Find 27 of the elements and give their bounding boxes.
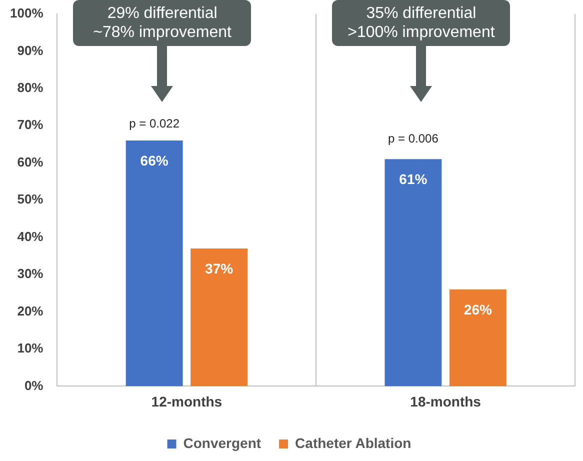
y-tick-label: 100% — [10, 6, 44, 21]
x-tick-label: 18-months — [410, 393, 482, 410]
y-tick-label: 80% — [17, 80, 44, 96]
y-tick-label: 10% — [17, 340, 44, 356]
bar — [190, 248, 248, 386]
legend-label: Convergent — [183, 434, 262, 451]
legend-label: Catheter Ablation — [295, 434, 412, 451]
y-tick-label: 40% — [17, 228, 44, 244]
y-tick-label: 30% — [17, 266, 44, 282]
y-tick-label: 90% — [17, 42, 44, 58]
x-tick-label: 12-months — [151, 393, 222, 410]
annotation: p = 0.006 — [388, 131, 439, 146]
annotation: p = 0.022 — [129, 116, 180, 130]
y-tick-label: 50% — [17, 192, 44, 207]
bar — [384, 159, 442, 386]
y-tick-label: 60% — [17, 154, 44, 170]
y-tick-label: 70% — [17, 117, 44, 132]
text: 61% — [399, 171, 428, 188]
text: 37% — [205, 260, 234, 276]
annotation: 29% differential ~78% improvement — [73, 0, 252, 46]
text: 26% — [464, 301, 492, 318]
text: 66% — [140, 152, 168, 168]
y-tick-label: 20% — [17, 303, 44, 318]
bar — [449, 289, 506, 386]
bar — [126, 140, 183, 386]
annotation: 35% differential >100% improvement — [332, 0, 510, 46]
y-tick-label: 0% — [24, 378, 44, 393]
